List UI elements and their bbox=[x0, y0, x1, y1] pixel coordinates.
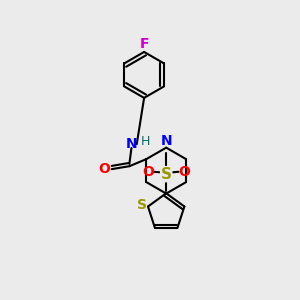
Text: O: O bbox=[178, 165, 190, 179]
Text: O: O bbox=[99, 162, 111, 176]
Text: S: S bbox=[136, 198, 146, 212]
Text: H: H bbox=[140, 135, 150, 148]
Text: N: N bbox=[160, 134, 172, 148]
Text: F: F bbox=[140, 37, 149, 51]
Text: N: N bbox=[126, 137, 137, 151]
Text: O: O bbox=[142, 165, 154, 179]
Text: S: S bbox=[161, 167, 172, 182]
